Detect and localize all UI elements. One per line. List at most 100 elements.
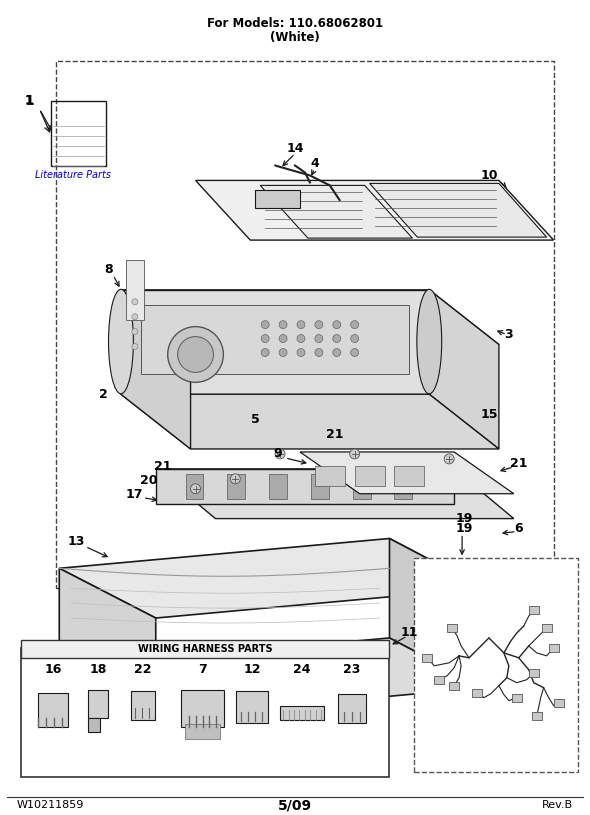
Circle shape [132, 299, 138, 305]
Circle shape [132, 314, 138, 319]
Text: 22: 22 [134, 663, 152, 676]
Bar [472, 689, 482, 697]
Circle shape [333, 335, 341, 342]
Circle shape [279, 320, 287, 328]
Circle shape [279, 349, 287, 356]
Bar [186, 474, 204, 499]
Circle shape [444, 454, 454, 464]
Text: 2: 2 [99, 388, 107, 401]
Polygon shape [156, 469, 454, 504]
Text: For Models: 110.68062801: For Models: 110.68062801 [207, 17, 383, 30]
Circle shape [350, 349, 359, 356]
Polygon shape [195, 180, 553, 240]
Polygon shape [59, 638, 484, 717]
Text: 5: 5 [251, 412, 260, 425]
Bar [38, 693, 68, 728]
Bar [532, 711, 542, 720]
Text: 18: 18 [89, 663, 107, 676]
Bar [255, 191, 300, 209]
Polygon shape [430, 290, 499, 449]
Bar [395, 466, 424, 486]
Text: 3: 3 [504, 328, 513, 341]
Text: 11: 11 [401, 627, 418, 640]
Circle shape [261, 320, 269, 328]
Bar [395, 474, 412, 499]
Circle shape [333, 349, 341, 356]
Circle shape [279, 335, 287, 342]
Bar [434, 676, 444, 684]
Circle shape [315, 335, 323, 342]
Circle shape [261, 335, 269, 342]
Circle shape [350, 449, 360, 459]
Text: (White): (White) [270, 31, 320, 44]
Bar [553, 698, 563, 707]
Text: 21: 21 [154, 460, 172, 474]
Circle shape [315, 320, 323, 328]
Ellipse shape [109, 289, 133, 394]
Bar [51, 101, 106, 165]
Text: 8: 8 [104, 263, 113, 276]
Bar [422, 654, 432, 662]
Polygon shape [389, 539, 484, 688]
Polygon shape [260, 185, 412, 238]
Text: 6: 6 [514, 522, 523, 535]
Polygon shape [300, 452, 514, 494]
Bar [21, 640, 389, 658]
Circle shape [178, 337, 214, 372]
Text: 17: 17 [125, 488, 143, 501]
Circle shape [315, 349, 323, 356]
Text: 7: 7 [198, 663, 207, 676]
Circle shape [261, 349, 269, 356]
Bar [280, 706, 324, 720]
Text: 9: 9 [274, 447, 283, 460]
Circle shape [297, 335, 305, 342]
Text: 10: 10 [480, 169, 498, 182]
Text: 19: 19 [455, 512, 473, 525]
Text: WIRING HARNESS PARTS: WIRING HARNESS PARTS [138, 644, 273, 654]
Text: 14: 14 [286, 142, 304, 155]
Polygon shape [59, 568, 156, 717]
Circle shape [132, 328, 138, 335]
Bar [131, 690, 155, 720]
Circle shape [375, 646, 388, 660]
Circle shape [333, 320, 341, 328]
Bar [181, 689, 224, 728]
Text: W10211859: W10211859 [17, 800, 84, 810]
Text: 20: 20 [140, 474, 158, 487]
Circle shape [297, 349, 305, 356]
Bar [88, 717, 100, 733]
Text: 12: 12 [244, 663, 261, 676]
Polygon shape [121, 394, 499, 449]
Bar [529, 669, 539, 676]
Circle shape [297, 320, 305, 328]
Bar [21, 648, 389, 778]
Ellipse shape [417, 289, 442, 394]
Text: 23: 23 [343, 663, 360, 676]
Text: 21: 21 [326, 428, 343, 441]
Bar [126, 260, 144, 319]
Circle shape [191, 484, 201, 494]
Bar [56, 61, 553, 588]
Text: 15: 15 [480, 408, 498, 421]
Bar [315, 466, 345, 486]
Text: 4: 4 [310, 157, 319, 170]
Text: 24: 24 [293, 663, 311, 676]
Text: Literature Parts: Literature Parts [35, 170, 111, 180]
Text: 1: 1 [25, 95, 34, 108]
Bar [355, 466, 385, 486]
Bar [311, 474, 329, 499]
Bar [447, 624, 457, 632]
Polygon shape [156, 469, 514, 518]
Bar [269, 474, 287, 499]
Bar [449, 681, 459, 689]
Text: Rev.B: Rev.B [542, 800, 573, 810]
Text: 5/09: 5/09 [278, 798, 312, 812]
Text: 19: 19 [455, 522, 473, 535]
Bar [353, 474, 371, 499]
Polygon shape [121, 290, 430, 394]
Bar [414, 558, 578, 773]
Circle shape [350, 320, 359, 328]
Polygon shape [59, 539, 484, 618]
Circle shape [168, 327, 224, 382]
Circle shape [275, 449, 285, 459]
